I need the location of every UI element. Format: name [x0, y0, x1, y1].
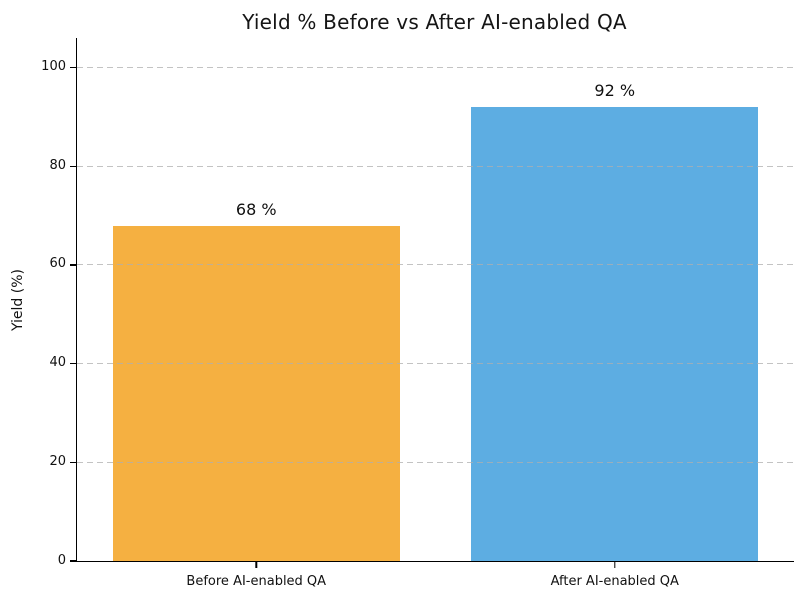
y-tick-label-60: 60: [49, 256, 66, 272]
x-tick-label-before-ai-enabled-qa: Before AI-enabled QA: [186, 574, 327, 589]
bar-after-ai-enabled-qa: [471, 107, 759, 561]
y-tick-mark-0: [70, 560, 76, 562]
y-tick-mark-40: [70, 362, 76, 365]
y-tick-label-80: 80: [49, 157, 66, 173]
y-tick-label-40: 40: [49, 355, 66, 371]
y-tick-label-0: 0: [57, 552, 66, 568]
y-tick-mark-20: [70, 461, 76, 464]
y-tick-mark-80: [70, 165, 76, 167]
bar-value-label-after-ai-enabled-qa: 92 %: [594, 81, 636, 101]
bar-value-label-before-ai-enabled-qa: 68 %: [235, 199, 277, 219]
x-tick-label-after-ai-enabled-qa: After AI-enabled QA: [550, 574, 679, 589]
chart-title: Yield % Before vs After AI-enabled QA: [242, 10, 627, 34]
y-tick-mark-60: [70, 264, 76, 266]
plot-area: 0 20 40 60 80 100 68 % Before AI-enabled QA 92 %…: [41, 38, 794, 589]
gridline-100: [77, 67, 794, 69]
y-tick-label-20: 20: [49, 453, 66, 469]
bar-before-ai-enabled-qa: [112, 225, 400, 561]
y-tick-label-100: 100: [41, 59, 66, 75]
y-axis-label: Yield (%): [10, 268, 26, 332]
x-tick-mark-before-ai-enabled-qa: [255, 562, 257, 568]
y-tick-mark-100: [70, 66, 76, 69]
x-tick-mark-after-ai-enabled-qa: [614, 562, 616, 568]
